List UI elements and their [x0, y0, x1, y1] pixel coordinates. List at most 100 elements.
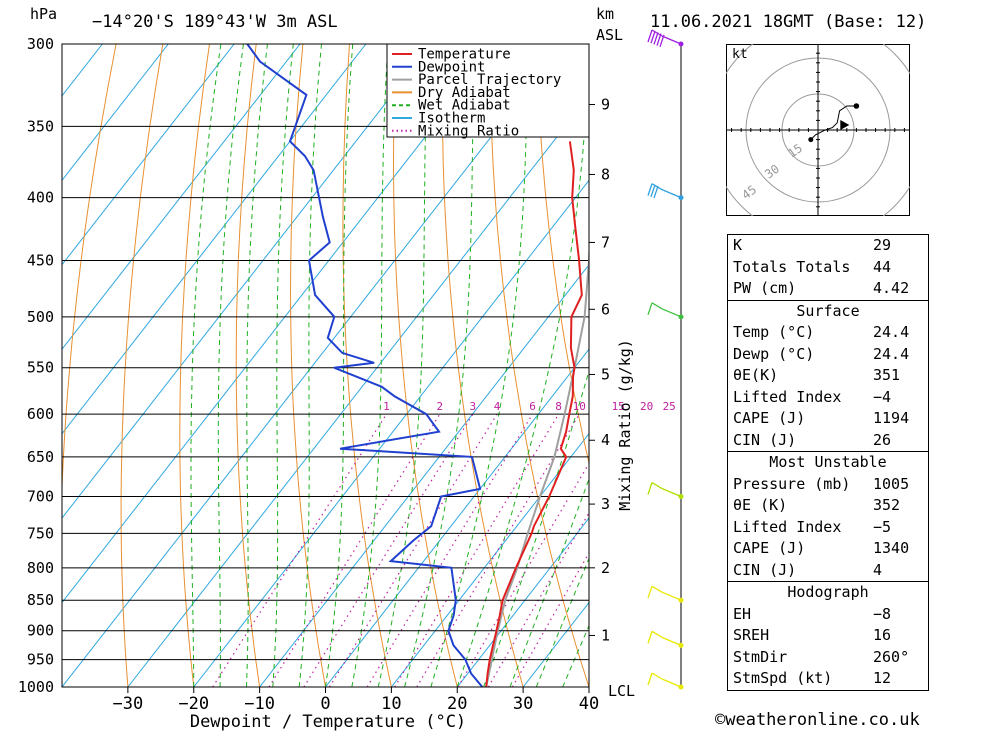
legend-label: Temperature: [418, 47, 511, 63]
legend-label: Isotherm: [418, 111, 485, 127]
wet-adiabat-line: [272, 44, 294, 687]
legend-label: Parcel Trajectory: [418, 72, 561, 88]
mixing-ratio-label: 6: [529, 400, 536, 413]
hodograph-ring-label: 15: [785, 141, 805, 161]
isotherm-line: [456, 517, 589, 687]
index-row: K 29: [728, 235, 928, 257]
pressure-tick-label: 750: [27, 524, 54, 542]
most-unstable-row: CAPE (J) 1340: [728, 538, 928, 560]
wet-adiabat-line: [217, 44, 244, 687]
surface-label: CAPE (J): [733, 409, 806, 427]
most-unstable-row: Lifted Index −5: [728, 517, 928, 539]
mixing-ratio-label: 3: [469, 400, 476, 413]
hodograph-stat-row: SREH 16: [728, 625, 928, 647]
surface-row: CAPE (J) 1194: [728, 408, 928, 430]
hodograph-stat-row: StmDir 260°: [728, 647, 928, 669]
hodograph-stat-label: SREH: [733, 626, 770, 644]
index-value: 44: [873, 257, 892, 276]
wet-adiabat-line: [246, 44, 268, 687]
pressure-tick-label: 550: [27, 359, 54, 377]
mixing-ratio-line: [328, 413, 498, 687]
pressure-tick-label: 900: [27, 622, 54, 640]
surface-value: 24.4: [873, 323, 910, 341]
most-unstable-value: 1340: [873, 539, 910, 557]
location-title: −14°20'S 189°43'W 3m ASL: [92, 12, 338, 32]
most-unstable-row: Pressure (mb) 1005: [728, 474, 928, 496]
mixing-ratio-label: 20: [640, 400, 653, 413]
mixing-ratio-label: 25: [663, 400, 676, 413]
km-tick-label: 5: [601, 365, 610, 383]
pressure-tick-label: 600: [27, 405, 54, 423]
x-tick-label: 40: [579, 694, 599, 714]
dry-adiabat-line: [957, 44, 1000, 687]
surface-value: 26: [873, 430, 892, 449]
km-tick-label: 4: [601, 431, 610, 449]
mixing-ratio-line: [511, 551, 589, 687]
index-row: PW (cm) 4.42: [728, 278, 928, 300]
pressure-tick-label: 500: [27, 308, 54, 326]
indices-table: K 29 Totals Totals 44 PW (cm) 4.42 Surface Te…: [727, 234, 929, 691]
pressure-tick-label: 700: [27, 488, 54, 506]
surface-label: θE(K): [733, 366, 779, 384]
most-unstable-label: θE (K): [733, 496, 788, 514]
surface-value: 351: [873, 366, 901, 384]
dry-adiabat-line: [179, 44, 210, 687]
index-label: PW (cm): [733, 279, 797, 297]
mixing-ratio-label: 4: [494, 400, 501, 413]
surface-value: 24.4: [873, 344, 910, 363]
surface-label: Temp (°C): [733, 323, 815, 341]
mixing-ratio-axis-title: Mixing Ratio (g/kg): [616, 339, 634, 511]
hodograph-stat-row: EH −8: [728, 604, 928, 626]
hodograph-section: Hodograph EH −8 SREH 16 StmDir 260° StmSpd (kt…: [728, 581, 928, 690]
pressure-tick-label: 800: [27, 559, 54, 577]
isotherm-line: [62, 44, 367, 435]
most-unstable-label: CIN (J): [733, 560, 797, 579]
pressure-tick-label: 950: [27, 651, 54, 669]
hodograph-stat-value: 12: [873, 669, 892, 687]
isotherm-line: [62, 44, 499, 604]
wind-barb: [647, 29, 684, 48]
mixing-ratio-label: 2: [436, 400, 443, 413]
most-unstable-section: Most Unstable Pressure (mb) 1005 θE (K) 352…: [728, 451, 928, 581]
surface-row: θE(K) 351: [728, 365, 928, 387]
index-value: 4.42: [873, 279, 910, 297]
dewpoint-trace: [246, 44, 484, 687]
surface-value: 1194: [873, 409, 910, 427]
isotherm-line: [325, 348, 589, 687]
x-tick-label: −20: [178, 694, 209, 714]
asl-label: ASL: [596, 26, 624, 44]
mixing-ratio-label: 15: [612, 400, 625, 413]
x-tick-label: 10: [381, 694, 401, 714]
wet-adiabat-line: [190, 44, 222, 687]
km-tick-label: 7: [601, 233, 610, 251]
pressure-tick-label: 400: [27, 189, 54, 207]
mixing-ratio-line: [366, 413, 534, 687]
most-unstable-value: 4: [873, 560, 883, 579]
wind-barb: [647, 585, 684, 603]
index-label: K: [733, 236, 743, 254]
pressure-tick-label: 350: [27, 117, 54, 135]
hodograph-stat-row: StmSpd (kt) 12: [728, 668, 928, 690]
surface-row: CIN (J) 26: [728, 430, 928, 452]
datetime-title: 11.06.2021 18GMT (Base: 12): [650, 12, 927, 32]
most-unstable-label: Lifted Index: [733, 517, 842, 536]
hodograph-trace: [810, 105, 857, 140]
hodograph-stat-value: 260°: [873, 647, 910, 666]
wet-adiabat-line: [377, 44, 429, 687]
pressure-tick-label: 300: [27, 35, 54, 53]
wet-adiabat-line: [351, 44, 389, 687]
credit-link[interactable]: ©weatheronline.co.uk: [715, 710, 920, 730]
dry-adiabat-line: [289, 44, 326, 687]
surface-row: Dewp (°C) 24.4: [728, 344, 928, 366]
hodograph-stat-value: 16: [873, 626, 892, 644]
isotherm-line: [62, 44, 564, 687]
x-tick-label: 0: [320, 694, 330, 714]
lcl-label: LCL: [608, 682, 635, 700]
dry-adiabat-line: [120, 44, 164, 687]
isotherm-line: [62, 44, 169, 182]
legend-label: Mixing Ratio: [418, 123, 519, 139]
mixing-ratio-label: 8: [555, 400, 562, 413]
pressure-tick-label: 650: [27, 448, 54, 466]
